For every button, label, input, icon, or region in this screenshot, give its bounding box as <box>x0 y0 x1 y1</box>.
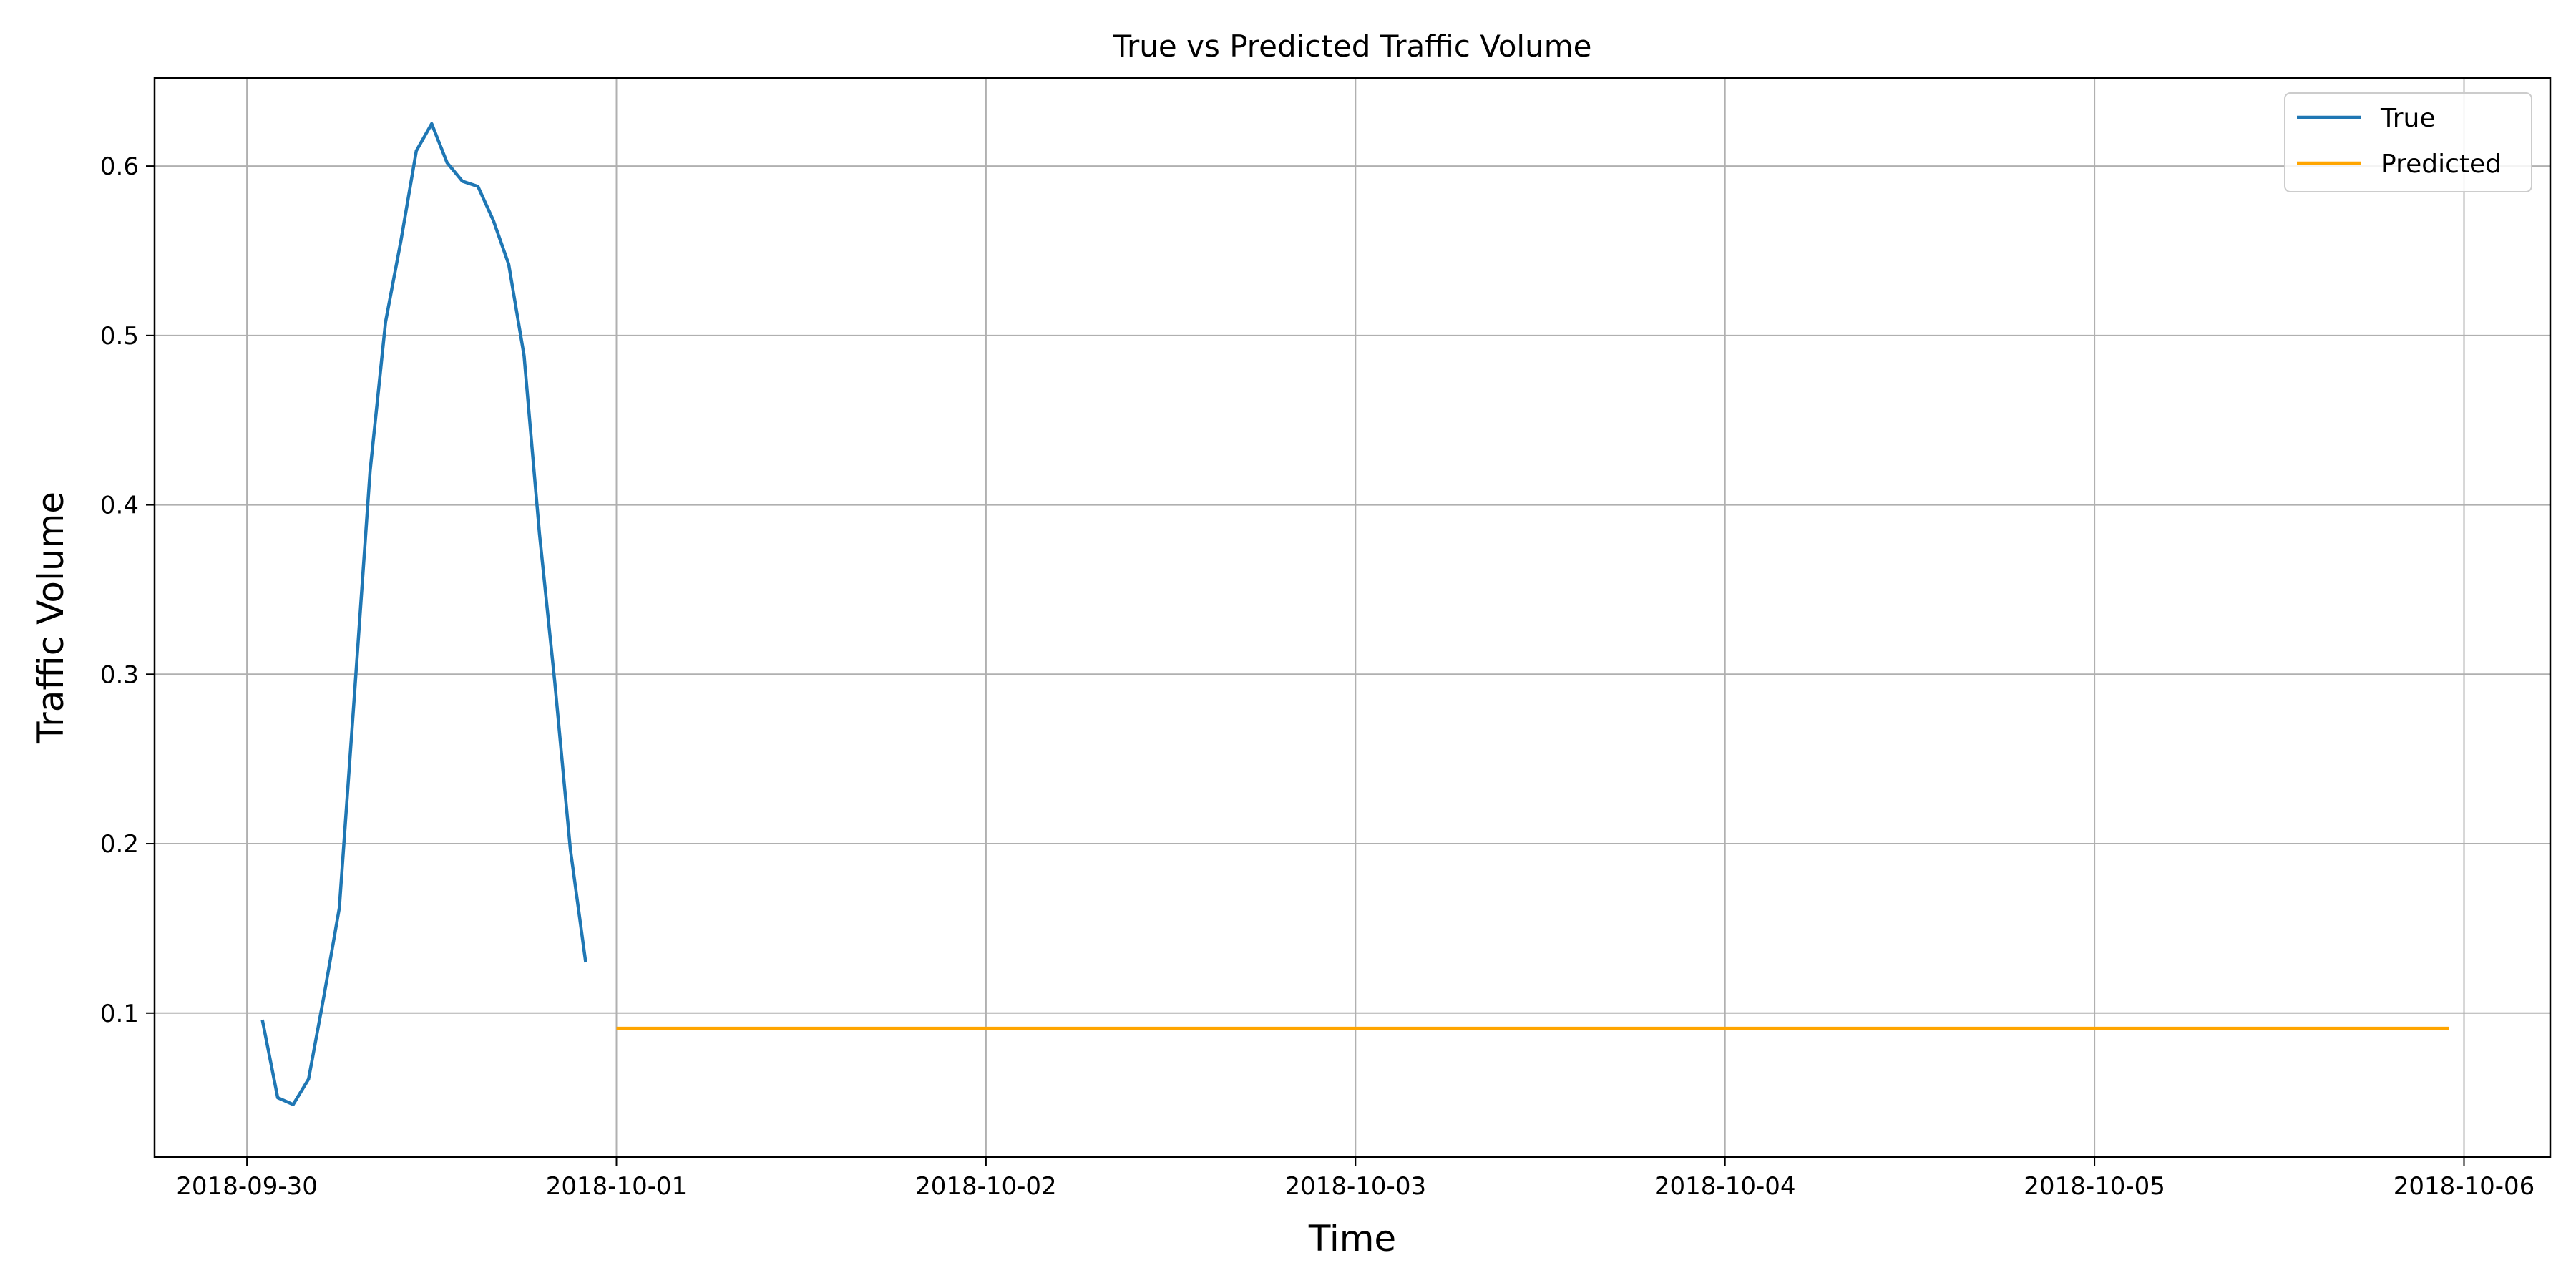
series-layer <box>260 122 2449 1106</box>
y-tick-label: 0.3 <box>100 660 139 689</box>
x-tick-label: 2018-09-30 <box>176 1172 318 1201</box>
y-axis-label: Traffic Volume <box>30 492 72 744</box>
x-tick-label: 2018-10-02 <box>915 1172 1057 1201</box>
x-tick-label: 2018-10-06 <box>2394 1172 2535 1201</box>
chart-title: True vs Predicted Traffic Volume <box>1113 29 1592 64</box>
x-axis: 2018-09-30 2018-10-01 2018-10-02 2018-10-03… <box>176 1157 2534 1201</box>
series-line-true <box>260 122 587 1106</box>
y-tick-label: 0.4 <box>100 492 139 520</box>
y-tick-label: 0.1 <box>100 1000 139 1028</box>
legend-label-predicted: Predicted <box>2381 150 2502 179</box>
x-axis-label: Time <box>1308 1218 1396 1259</box>
plot-area <box>153 77 2552 1158</box>
legend-label-true: True <box>2380 104 2435 133</box>
y-tick-label: 0.6 <box>100 152 139 181</box>
x-tick-label: 2018-10-01 <box>546 1172 688 1201</box>
grid <box>155 78 2550 1157</box>
y-tick-label: 0.2 <box>100 830 139 859</box>
y-tick-label: 0.5 <box>100 322 139 351</box>
x-tick-label: 2018-10-04 <box>1654 1172 1796 1201</box>
x-tick-label: 2018-10-05 <box>2024 1172 2165 1201</box>
x-tick-label: 2018-10-03 <box>1285 1172 1427 1201</box>
y-axis: 0.1 0.2 0.3 0.4 0.5 0.6 <box>100 152 155 1028</box>
legend: True Predicted <box>2284 92 2532 192</box>
